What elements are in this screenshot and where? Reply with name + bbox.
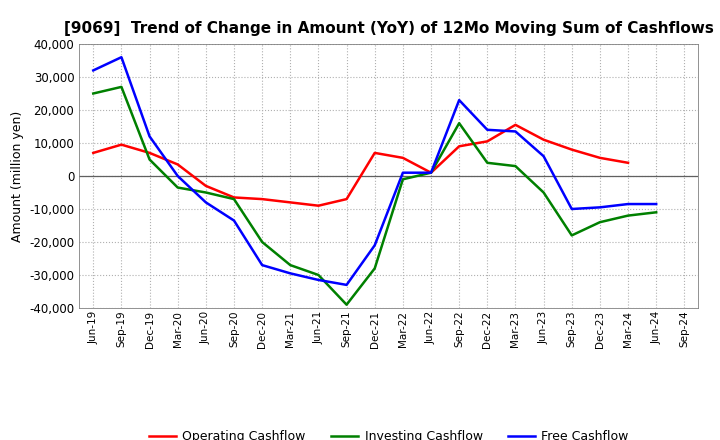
Investing Cashflow [624, 213, 632, 218]
Investing Cashflow [455, 121, 464, 126]
Investing Cashflow [427, 170, 436, 175]
Investing Cashflow [286, 262, 294, 268]
Operating Cashflow [624, 160, 632, 165]
Y-axis label: Amount (million yen): Amount (million yen) [11, 110, 24, 242]
Investing Cashflow [652, 210, 660, 215]
Investing Cashflow [202, 190, 210, 195]
Investing Cashflow [595, 220, 604, 225]
Investing Cashflow [230, 196, 238, 202]
Investing Cashflow [511, 164, 520, 169]
Free Cashflow [230, 218, 238, 223]
Free Cashflow [342, 282, 351, 288]
Operating Cashflow [595, 155, 604, 161]
Operating Cashflow [427, 170, 436, 175]
Free Cashflow [483, 127, 492, 132]
Operating Cashflow [174, 162, 182, 167]
Operating Cashflow [202, 183, 210, 188]
Line: Operating Cashflow: Operating Cashflow [94, 125, 628, 206]
Operating Cashflow [399, 155, 408, 161]
Operating Cashflow [511, 122, 520, 128]
Free Cashflow [567, 206, 576, 212]
Free Cashflow [595, 205, 604, 210]
Operating Cashflow [314, 203, 323, 209]
Free Cashflow [117, 55, 126, 60]
Operating Cashflow [455, 143, 464, 149]
Free Cashflow [202, 200, 210, 205]
Operating Cashflow [483, 139, 492, 144]
Operating Cashflow [539, 137, 548, 143]
Investing Cashflow [174, 185, 182, 190]
Operating Cashflow [342, 196, 351, 202]
Investing Cashflow [370, 266, 379, 271]
Legend: Operating Cashflow, Investing Cashflow, Free Cashflow: Operating Cashflow, Investing Cashflow, … [144, 425, 634, 440]
Investing Cashflow [89, 91, 98, 96]
Investing Cashflow [258, 239, 266, 245]
Free Cashflow [174, 173, 182, 179]
Investing Cashflow [483, 160, 492, 165]
Free Cashflow [286, 271, 294, 276]
Free Cashflow [427, 170, 436, 175]
Free Cashflow [399, 170, 408, 175]
Operating Cashflow [230, 195, 238, 200]
Line: Free Cashflow: Free Cashflow [94, 57, 656, 285]
Investing Cashflow [314, 272, 323, 278]
Free Cashflow [624, 202, 632, 207]
Line: Investing Cashflow: Investing Cashflow [94, 87, 656, 305]
Free Cashflow [511, 129, 520, 134]
Investing Cashflow [399, 177, 408, 182]
Free Cashflow [539, 154, 548, 159]
Free Cashflow [145, 134, 154, 139]
Operating Cashflow [286, 200, 294, 205]
Free Cashflow [258, 262, 266, 268]
Investing Cashflow [567, 233, 576, 238]
Investing Cashflow [342, 302, 351, 308]
Free Cashflow [314, 277, 323, 282]
Free Cashflow [455, 97, 464, 103]
Investing Cashflow [539, 190, 548, 195]
Free Cashflow [370, 243, 379, 248]
Operating Cashflow [145, 150, 154, 156]
Operating Cashflow [567, 147, 576, 152]
Operating Cashflow [89, 150, 98, 156]
Operating Cashflow [258, 196, 266, 202]
Investing Cashflow [145, 157, 154, 162]
Free Cashflow [89, 68, 98, 73]
Operating Cashflow [370, 150, 379, 156]
Free Cashflow [652, 202, 660, 207]
Investing Cashflow [117, 84, 126, 90]
Operating Cashflow [117, 142, 126, 147]
Title: [9069]  Trend of Change in Amount (YoY) of 12Mo Moving Sum of Cashflows: [9069] Trend of Change in Amount (YoY) o… [64, 21, 714, 36]
